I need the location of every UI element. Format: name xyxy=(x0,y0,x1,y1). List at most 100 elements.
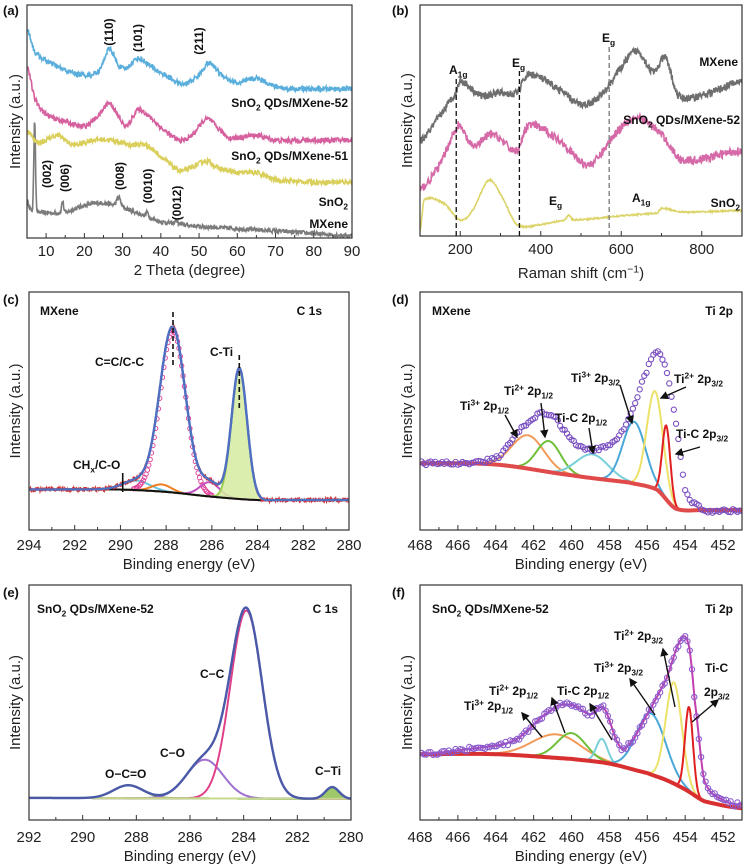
data-marker xyxy=(675,435,682,443)
arrow-icon xyxy=(660,647,676,708)
arrow-icon xyxy=(659,386,687,400)
y-axis-title: Intensity (a.u.) xyxy=(7,655,24,750)
annotation: Eg​ xyxy=(602,31,615,47)
annotation: Eg​ xyxy=(512,56,525,72)
component-label: Ti-C 2p1/2​ xyxy=(555,411,607,427)
y-axis-title: Intensity (a.u.) xyxy=(399,73,416,168)
x-axis-title: Binding energy (eV) xyxy=(124,848,257,865)
data-marker xyxy=(625,739,632,747)
x-axis-title: Binding energy (eV) xyxy=(123,556,256,573)
data-marker xyxy=(697,753,705,761)
component-curve-2 xyxy=(29,758,351,800)
data-marker xyxy=(700,770,707,778)
component-label: C−Ti xyxy=(315,764,341,778)
data-marker xyxy=(602,707,609,714)
data-marker xyxy=(634,394,641,401)
peak-label: (002) xyxy=(40,160,54,188)
arrow-icon xyxy=(587,427,597,455)
data-marker xyxy=(645,360,652,368)
data-marker xyxy=(636,386,643,393)
region-label: Ti 2p xyxy=(705,602,733,616)
plot-area xyxy=(29,606,351,800)
data-marker xyxy=(672,646,680,653)
peak-label: (211) xyxy=(192,27,206,54)
peak-label: (101) xyxy=(131,24,145,52)
plot-area xyxy=(27,28,352,238)
x-axis-title: Binding energy (eV) xyxy=(515,556,648,573)
data-marker xyxy=(479,744,487,752)
x-tick-label: 458 xyxy=(597,537,622,554)
x-tick-label: 460 xyxy=(559,537,584,554)
x-tick-label: 288 xyxy=(124,829,149,846)
arrow-icon xyxy=(629,677,656,716)
x-tick-label: 280 xyxy=(336,537,361,554)
envelope-line xyxy=(29,606,351,800)
series-label: SnO2 QDs/MXene-52 xyxy=(231,96,348,112)
data-marker xyxy=(738,801,742,809)
annotation: A1g​ xyxy=(632,191,650,207)
sample-label: MXene xyxy=(40,304,79,318)
data-marker xyxy=(638,378,646,385)
series-line-2 xyxy=(27,129,352,188)
data-marker xyxy=(547,412,555,419)
region-label: C 1s xyxy=(313,602,339,616)
x-tick-label: 400 xyxy=(528,241,553,258)
x-tick-label: 462 xyxy=(521,537,546,554)
background-line xyxy=(420,751,742,811)
data-marker xyxy=(604,712,612,720)
series-label: MXene xyxy=(699,55,738,69)
y-axis-title: Intensity (a.u.) xyxy=(7,74,24,169)
series-label: MXene xyxy=(309,217,348,231)
panel-label: (e) xyxy=(3,585,19,600)
x-tick-label: 456 xyxy=(635,537,660,554)
data-marker xyxy=(420,749,425,757)
x-tick-label: 282 xyxy=(285,829,310,846)
data-marker xyxy=(677,453,684,461)
peak-label: (006) xyxy=(58,164,72,192)
x-tick-label: 468 xyxy=(407,537,432,554)
component-marker xyxy=(205,489,211,496)
component-marker xyxy=(196,474,203,481)
component-marker xyxy=(142,474,148,481)
data-marker xyxy=(629,405,637,412)
component-label: Ti-C 2p1/2​ xyxy=(557,684,609,700)
data-marker xyxy=(643,713,650,720)
x-tick-label: 460 xyxy=(559,829,584,846)
component-label: CHx/C-O xyxy=(73,458,120,474)
series-label: SnO2 QDs/MXene-52 xyxy=(623,113,740,129)
data-marker xyxy=(661,361,668,368)
data-marker xyxy=(561,426,568,434)
data-marker xyxy=(609,728,616,735)
series-line-1 xyxy=(27,122,352,238)
data-marker xyxy=(659,356,666,363)
data-marker xyxy=(666,380,673,387)
x-tick-label: 284 xyxy=(231,829,256,846)
peak-label: (110) xyxy=(102,18,116,45)
component-curve-5 xyxy=(29,367,349,502)
data-marker xyxy=(557,422,564,430)
data-marker xyxy=(672,420,680,427)
component-fill xyxy=(29,368,349,501)
peak-label: (0010) xyxy=(141,169,155,204)
x-tick-label: 286 xyxy=(199,537,224,554)
annotation: Ti-C xyxy=(705,661,728,675)
arrow-icon xyxy=(521,711,543,738)
x-tick-label: 282 xyxy=(291,537,316,554)
data-marker xyxy=(641,372,648,379)
y-axis-title: Intensity (a.u.) xyxy=(399,363,416,458)
component-label: C-Ti xyxy=(210,345,233,359)
data-marker xyxy=(691,693,698,701)
data-marker xyxy=(532,718,539,725)
series-label: SnO2 QDs/MXene-51 xyxy=(231,149,348,165)
x-tick-label: 468 xyxy=(407,829,432,846)
arrow-icon xyxy=(674,446,701,457)
series-line-2 xyxy=(420,111,742,192)
plot-frame xyxy=(28,584,352,821)
data-marker xyxy=(686,647,693,654)
peak-label: (008) xyxy=(113,162,127,190)
data-marker xyxy=(618,746,625,754)
data-marker xyxy=(670,406,677,413)
data-marker xyxy=(420,458,425,465)
panel-label: (d) xyxy=(392,292,409,307)
data-marker xyxy=(686,496,693,504)
